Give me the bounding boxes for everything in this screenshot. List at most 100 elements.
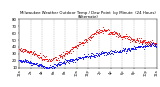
- Point: [119, 50, 122, 51]
- Point: [21, 50, 23, 51]
- Point: [44, 66, 46, 68]
- Point: [60, 63, 62, 64]
- Point: [123, 35, 126, 37]
- Point: [128, 49, 131, 50]
- Point: [59, 63, 62, 64]
- Point: [69, 51, 72, 52]
- Point: [84, 39, 87, 40]
- Point: [103, 52, 105, 53]
- Point: [90, 37, 92, 38]
- Point: [112, 32, 114, 33]
- Point: [136, 46, 138, 48]
- Point: [105, 51, 108, 53]
- Point: [78, 43, 80, 45]
- Point: [91, 33, 93, 35]
- Point: [86, 56, 89, 57]
- Point: [89, 35, 92, 37]
- Point: [140, 44, 143, 45]
- Point: [81, 42, 84, 44]
- Point: [102, 52, 105, 54]
- Point: [68, 53, 70, 54]
- Point: [103, 28, 106, 30]
- Point: [22, 59, 24, 61]
- Point: [114, 52, 117, 53]
- Point: [110, 51, 113, 52]
- Point: [101, 52, 103, 54]
- Point: [93, 56, 96, 58]
- Point: [80, 58, 82, 59]
- Point: [44, 58, 47, 60]
- Point: [122, 35, 125, 37]
- Point: [142, 46, 144, 47]
- Point: [104, 30, 106, 32]
- Point: [38, 64, 41, 66]
- Point: [146, 46, 149, 47]
- Point: [48, 67, 51, 68]
- Point: [145, 42, 148, 43]
- Point: [138, 46, 140, 48]
- Point: [100, 51, 103, 52]
- Point: [101, 29, 103, 30]
- Point: [110, 31, 112, 33]
- Point: [81, 58, 84, 59]
- Point: [98, 28, 100, 29]
- Point: [39, 64, 42, 65]
- Point: [117, 51, 120, 52]
- Point: [99, 31, 101, 32]
- Point: [138, 45, 140, 46]
- Point: [50, 67, 53, 69]
- Point: [135, 46, 138, 48]
- Point: [109, 31, 112, 33]
- Point: [87, 37, 89, 39]
- Point: [78, 57, 80, 59]
- Point: [87, 37, 90, 38]
- Point: [153, 45, 156, 46]
- Point: [50, 60, 53, 61]
- Point: [22, 60, 25, 61]
- Point: [134, 40, 136, 42]
- Point: [33, 50, 35, 52]
- Point: [132, 39, 135, 40]
- Point: [130, 48, 132, 50]
- Point: [67, 61, 69, 62]
- Point: [36, 56, 38, 57]
- Point: [36, 54, 38, 56]
- Point: [103, 29, 105, 31]
- Point: [35, 53, 38, 54]
- Point: [82, 41, 85, 43]
- Point: [128, 36, 130, 37]
- Point: [102, 52, 104, 53]
- Point: [45, 59, 48, 60]
- Point: [65, 52, 68, 53]
- Point: [37, 65, 39, 67]
- Point: [35, 54, 37, 55]
- Point: [45, 58, 47, 60]
- Point: [141, 46, 144, 48]
- Point: [72, 46, 74, 47]
- Point: [132, 40, 134, 41]
- Point: [60, 57, 63, 58]
- Point: [141, 44, 143, 45]
- Point: [150, 45, 152, 46]
- Point: [45, 66, 48, 68]
- Point: [151, 44, 154, 46]
- Point: [46, 58, 49, 59]
- Point: [41, 59, 44, 60]
- Point: [140, 45, 142, 47]
- Point: [54, 57, 56, 58]
- Point: [131, 40, 134, 41]
- Point: [128, 48, 131, 50]
- Point: [23, 58, 26, 59]
- Point: [65, 53, 68, 55]
- Point: [128, 49, 130, 51]
- Point: [31, 52, 34, 53]
- Point: [81, 42, 84, 44]
- Point: [99, 54, 101, 55]
- Point: [78, 56, 80, 57]
- Point: [44, 69, 46, 70]
- Point: [102, 29, 105, 30]
- Point: [20, 50, 23, 51]
- Point: [32, 62, 34, 64]
- Point: [102, 31, 104, 32]
- Point: [66, 59, 69, 60]
